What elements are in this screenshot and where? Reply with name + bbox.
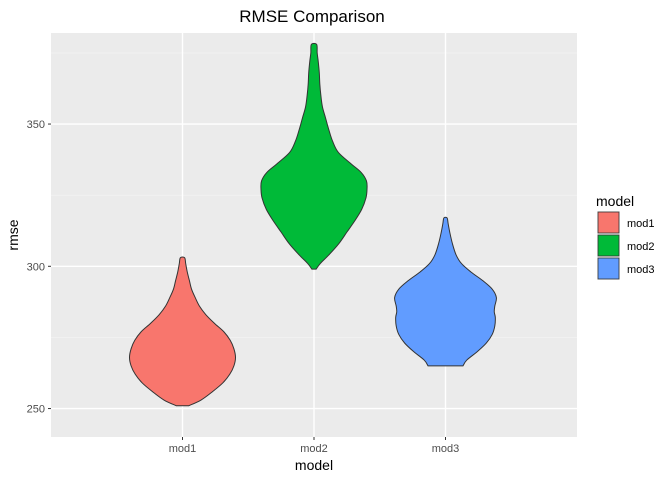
violins [128,42,497,407]
y-axis-title: rmse [5,219,21,250]
x-axis-title: model [295,457,333,473]
legend-swatch-mod3 [597,257,620,280]
legend: model mod1 mod2 mod3 [596,193,655,280]
legend-label-mod3: mod3 [627,264,655,276]
legend-label-mod1: mod1 [627,218,655,230]
x-tick-label: mod1 [169,443,197,455]
y-tick-label: 300 [27,261,45,273]
y-tick-label: 250 [27,404,45,416]
y-tick-label: 350 [27,119,45,131]
legend-title: model [596,193,634,209]
x-tick-label: mod2 [300,443,328,455]
y-axis: 250 300 350 [27,119,51,416]
legend-swatch-mod2 [597,234,620,257]
legend-swatch-mod1 [597,211,620,234]
violin-mod2 [260,42,368,270]
violin-mod3 [394,216,497,367]
x-axis: mod1 mod2 mod3 [169,437,460,455]
legend-label-mod2: mod2 [627,241,655,253]
violin-mod1 [128,256,237,407]
chart-title: RMSE Comparison [239,7,385,26]
x-tick-label: mod3 [432,443,460,455]
